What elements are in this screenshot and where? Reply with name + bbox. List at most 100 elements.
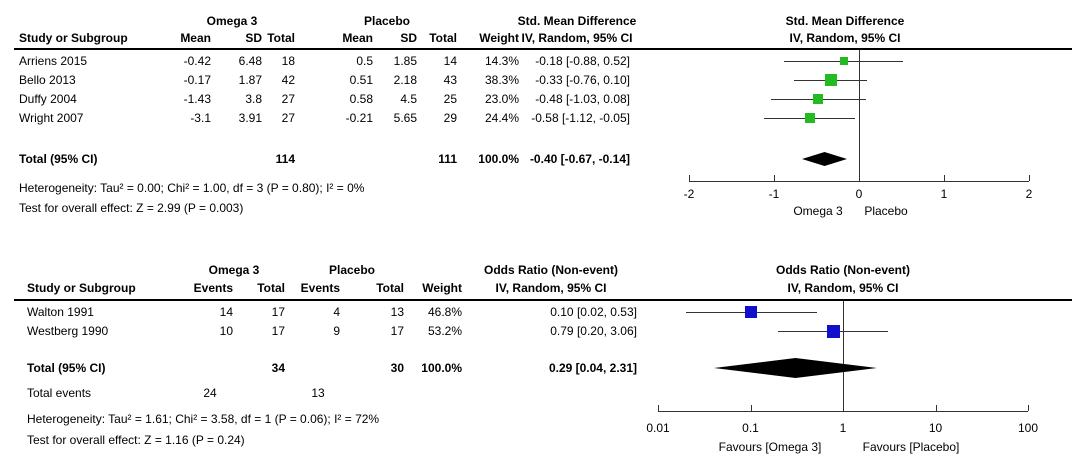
cell-value: -3.1: [190, 111, 211, 125]
total-cell-value: 30: [390, 361, 404, 375]
axis-tick-label: 1: [839, 421, 847, 435]
header-underline: [14, 48, 1072, 50]
axis-tick-label: 1: [940, 187, 948, 201]
total-events-value: 13: [311, 386, 325, 400]
cell-value: 18: [281, 54, 295, 68]
favours-right-label: Favours [Placebo]: [862, 440, 960, 454]
overall-test-text: Test for overall effect: Z = 2.99 (P = 0…: [19, 201, 244, 215]
axis-tick: [750, 405, 752, 411]
column-header: Total: [267, 31, 295, 45]
column-header: Weight: [422, 281, 462, 295]
total-ci-value: -0.40 [-0.67, -0.14]: [529, 152, 630, 166]
study-name: Wright 2007: [19, 111, 84, 125]
axis-tick: [944, 175, 945, 181]
cell-value: 3.8: [245, 92, 262, 106]
group1-header: Omega 3: [206, 14, 258, 28]
axis-tick: [859, 175, 860, 181]
total-events-label: Total events: [27, 386, 92, 400]
column-header: Mean: [180, 31, 211, 45]
axis-tick-label: 0.01: [646, 421, 670, 435]
heterogeneity-text: Heterogeneity: Tau² = 0.00; Chi² = 1.00,…: [19, 181, 365, 195]
axis-tick-label: 10: [928, 421, 943, 435]
cell-value: -1.43: [183, 92, 211, 106]
cell-value: 27: [281, 92, 295, 106]
ci-value: 0.10 [0.02, 0.53]: [550, 305, 637, 319]
total-cell-value: 34: [271, 361, 285, 375]
effect-header: Std. Mean Difference: [517, 14, 637, 28]
cell-value: 3.91: [238, 111, 262, 125]
pooled-diamond: [802, 152, 848, 166]
cell-value: 14: [219, 305, 233, 319]
effect-square: [804, 113, 815, 123]
cell-value: 17: [271, 305, 285, 319]
column-header: Total: [257, 281, 285, 295]
axis-tick: [1028, 405, 1029, 411]
cell-value: 4.5: [400, 92, 417, 106]
cell-value: 0.51: [349, 73, 373, 87]
method-header: IV, Random, 95% CI: [495, 281, 607, 295]
total-cell-value: 100.0%: [478, 152, 519, 166]
cell-value: -0.21: [345, 111, 373, 125]
axis-tick-label: 2: [1025, 187, 1033, 201]
axis-line: [658, 411, 1028, 412]
ci-value: -0.18 [-0.88, 0.52]: [535, 54, 630, 68]
axis-tick-label: 100: [1017, 421, 1039, 435]
cell-value: 29: [443, 111, 457, 125]
axis-tick: [843, 405, 844, 411]
header-underline: [14, 299, 1072, 301]
cell-value: 27: [281, 111, 295, 125]
axis-tick: [658, 405, 659, 411]
effect-square: [827, 324, 841, 338]
cell-value: 0.58: [349, 92, 373, 106]
method-header: IV, Random, 95% CI: [521, 31, 633, 45]
cell-value: -0.42: [183, 54, 211, 68]
cell-value: 25: [443, 92, 457, 106]
ci-value: -0.58 [-1.12, -0.05]: [531, 111, 630, 125]
axis-tick-label: 0: [855, 187, 863, 201]
cell-value: 13: [390, 305, 404, 319]
cell-value: 42: [281, 73, 295, 87]
plot-effect-header: Odds Ratio (Non-event): [776, 263, 910, 277]
ci-value: -0.33 [-0.76, 0.10]: [535, 73, 630, 87]
favours-right-label: Placebo: [864, 204, 908, 218]
column-header: SD: [245, 31, 262, 45]
axis-tick: [935, 405, 937, 411]
cell-value: 4: [333, 305, 340, 319]
effect-square: [813, 94, 824, 104]
group1-header: Omega 3: [208, 263, 260, 277]
cell-value: 24.4%: [484, 111, 519, 125]
cell-value: 5.65: [393, 111, 417, 125]
favours-left-label: Omega 3: [793, 204, 843, 218]
study-name: Arriens 2015: [19, 54, 88, 68]
axis-tick: [1029, 175, 1030, 181]
cell-value: 17: [271, 324, 285, 338]
cell-value: 17: [390, 324, 404, 338]
total-ci-value: 0.29 [0.04, 2.31]: [548, 361, 637, 375]
cell-value: 6.48: [238, 54, 262, 68]
group2-header: Placebo: [328, 263, 376, 277]
heterogeneity-text: Heterogeneity: Tau² = 1.61; Chi² = 3.58,…: [27, 412, 380, 426]
effect-square: [839, 57, 848, 65]
cell-value: 38.3%: [484, 73, 519, 87]
cell-value: 1.87: [238, 73, 262, 87]
ci-value: 0.79 [0.20, 3.06]: [550, 324, 637, 338]
study-name: Bello 2013: [19, 73, 76, 87]
axis-tick: [774, 175, 775, 181]
study-name: Westberg 1990: [27, 324, 109, 338]
cell-value: -0.17: [183, 73, 211, 87]
cell-value: 14: [443, 54, 457, 68]
overall-test-text: Test for overall effect: Z = 1.16 (P = 0…: [27, 433, 245, 447]
study-name: Duffy 2004: [19, 92, 77, 106]
total-cell-value: 100.0%: [421, 361, 462, 375]
axis-tick-label: 0.1: [742, 421, 759, 435]
total-cell-value: 111: [438, 152, 457, 166]
pooled-diamond: [713, 358, 877, 378]
cell-value: 10: [219, 324, 233, 338]
plot-effect-header: Std. Mean Difference: [785, 14, 905, 28]
zero-line: [859, 50, 860, 181]
effect-square: [824, 74, 837, 86]
study-name: Walton 1991: [27, 305, 94, 319]
column-header: Total: [376, 281, 404, 295]
zero-line: [843, 301, 844, 411]
